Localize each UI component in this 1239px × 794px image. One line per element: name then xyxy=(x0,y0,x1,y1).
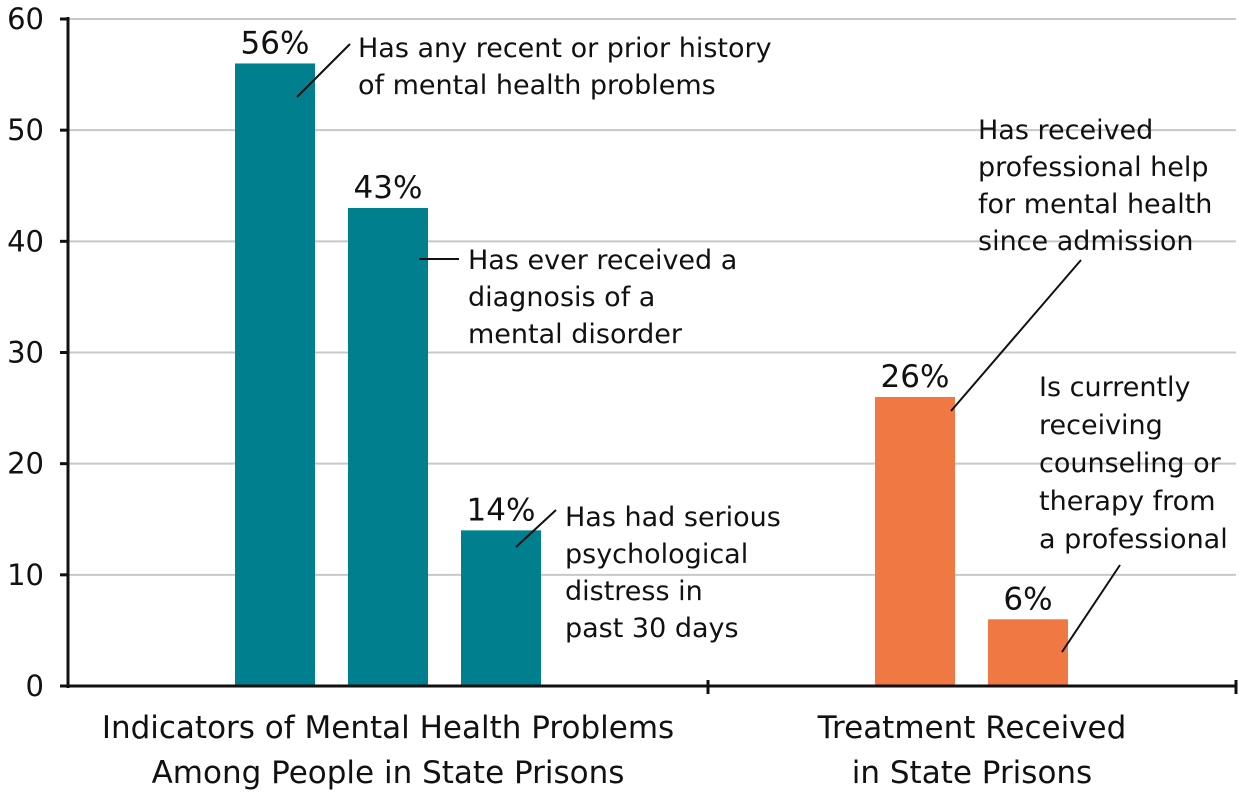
bar-value-label: 43% xyxy=(354,170,423,206)
x-group-label: Treatment Received in State Prisons xyxy=(817,710,1127,791)
bar-annotation: Has received professional help for mental … xyxy=(978,115,1212,257)
annotation-leader-line xyxy=(1061,564,1121,653)
bars xyxy=(235,63,1068,686)
bar-annotation: Is currently receiving counseling or therap… xyxy=(1039,372,1228,555)
y-tick-label: 30 xyxy=(7,336,44,370)
bar-annotation-line: since admission xyxy=(978,226,1193,257)
bar xyxy=(988,619,1068,686)
annotation-leader-line xyxy=(515,509,557,548)
annotation-leader-line xyxy=(296,43,351,98)
bar-annotation-line: past 30 days xyxy=(565,613,739,644)
bar-annotation-line: for mental health xyxy=(978,189,1212,220)
bar xyxy=(875,396,955,686)
labels: 0 10 20 30 40 50 60 56% Has any recent or prior … xyxy=(7,2,1228,791)
bar-annotation-line: Has any recent or prior history xyxy=(358,33,772,64)
bar-annotation-line: Is currently xyxy=(1039,372,1191,403)
bar-annotation-line: Has received xyxy=(978,115,1153,146)
bar-annotation: Has ever received a diagnosis of a mental … xyxy=(468,245,737,350)
bar xyxy=(348,207,428,686)
x-group-label-line: Among People in State Prisons xyxy=(152,755,625,791)
bar-annotation-line: mental disorder xyxy=(468,319,683,350)
bar-annotation: Has had serious psychological distress in p… xyxy=(565,502,781,644)
bar-annotation-line: Has had serious xyxy=(565,502,781,533)
bar-annotation-line: distress in xyxy=(565,576,703,607)
bar xyxy=(461,530,541,686)
y-tick-label: 50 xyxy=(7,113,44,147)
bar-value-label: 14% xyxy=(467,492,536,528)
y-tick-label: 20 xyxy=(7,447,44,481)
y-tick-label: 0 xyxy=(26,669,44,703)
bar-annotation-line: Has ever received a xyxy=(468,245,737,276)
bar-value-label: 56% xyxy=(241,25,310,61)
annotation-leader-line xyxy=(950,259,1082,412)
bar xyxy=(235,63,315,686)
x-group-label-line: Indicators of Mental Health Problems xyxy=(102,710,674,746)
bar-annotation-line: receiving xyxy=(1039,410,1163,441)
x-group-label-line: in State Prisons xyxy=(852,755,1092,791)
x-group-label-line: Treatment Received xyxy=(817,710,1127,746)
bar-annotation-line: diagnosis of a xyxy=(468,282,655,313)
y-tick-label: 10 xyxy=(7,558,44,592)
bar-annotation-line: therapy from xyxy=(1039,486,1216,517)
x-group-label: Indicators of Mental Health Problems Amon… xyxy=(102,710,674,791)
bar-annotation-line: professional help xyxy=(978,152,1209,183)
bar-annotation: Has any recent or prior history of mental… xyxy=(358,33,772,101)
bar-annotation-line: psychological xyxy=(565,539,748,570)
bar-value-label: 6% xyxy=(1003,581,1052,617)
bar-value-label: 26% xyxy=(881,359,950,395)
axes xyxy=(60,17,1238,694)
y-tick-label: 60 xyxy=(7,2,44,36)
bar-annotation-line: counseling or xyxy=(1039,448,1222,479)
y-tick-label: 40 xyxy=(7,224,44,258)
bar-annotation-line: of mental health problems xyxy=(358,70,716,101)
bar-annotation-line: a professional xyxy=(1039,524,1228,555)
